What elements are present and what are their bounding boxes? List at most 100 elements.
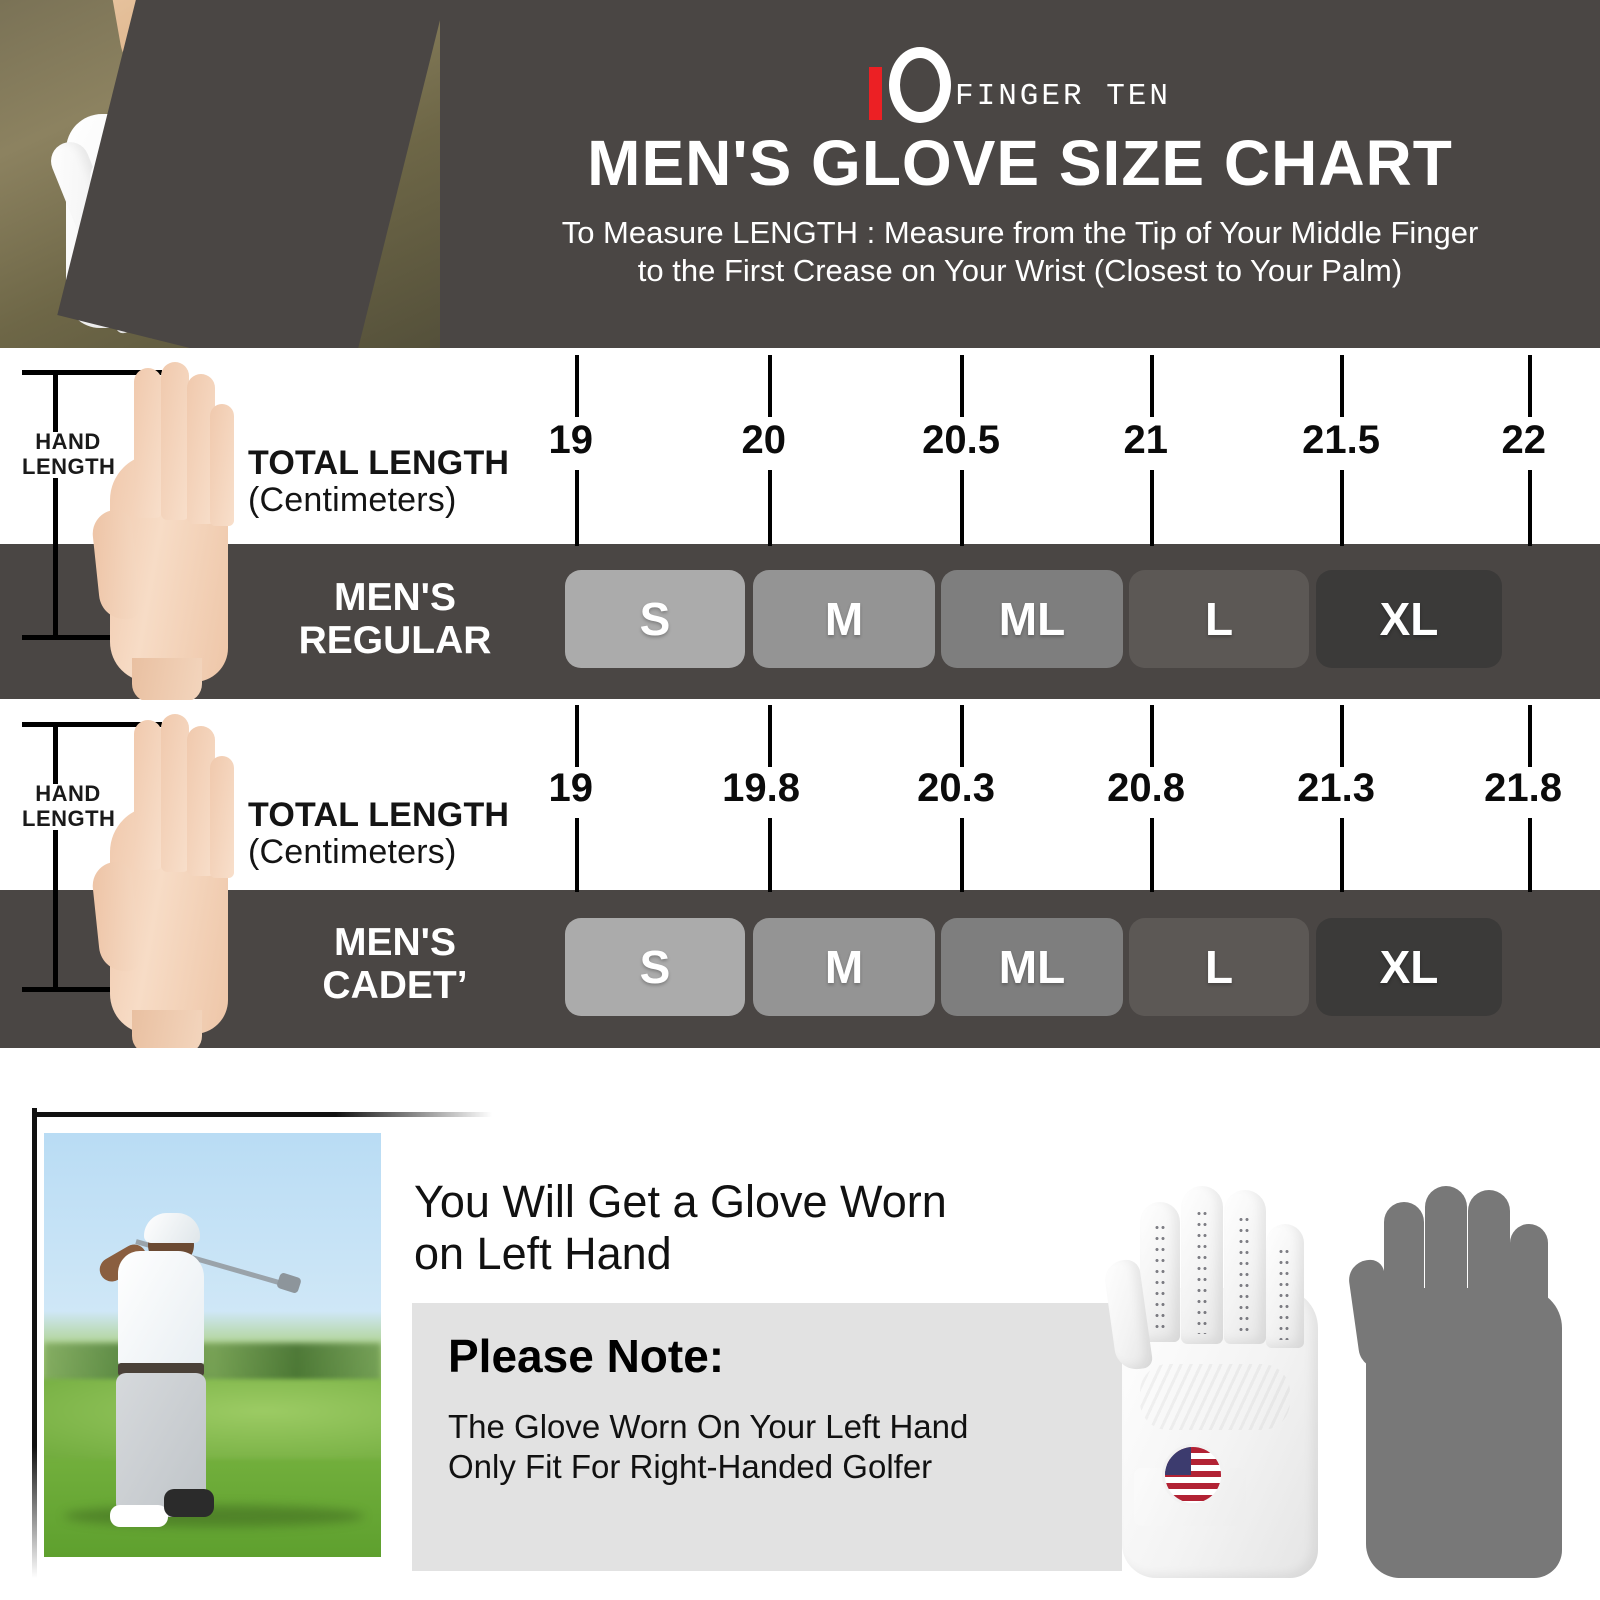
finger-middle: [161, 714, 189, 872]
golfer-shoe-right: [164, 1489, 214, 1517]
length-value: 19: [548, 418, 594, 462]
hand-length-arrow-upper: [53, 722, 58, 784]
glove-perforations: [1278, 1246, 1290, 1340]
golfer-belt: [118, 1363, 204, 1376]
size-chip-ml: ML: [941, 918, 1123, 1016]
footer-headline: You Will Get a Glove Worn on Left Hand: [414, 1176, 1114, 1280]
tick-mark: [1528, 818, 1532, 892]
length-value: 21.8: [1484, 766, 1562, 810]
hand-length-label-line-1: HAND: [35, 781, 101, 806]
size-chip-s: S: [565, 918, 745, 1016]
tick-mark: [1340, 705, 1344, 767]
finger-pinky: [210, 404, 234, 526]
length-value: 21.5: [1302, 418, 1380, 462]
finger-index: [134, 368, 162, 518]
wrist: [132, 1010, 202, 1054]
logo-circle-o-icon: [888, 47, 951, 123]
tick-mark: [1150, 470, 1154, 546]
total-length-label-cadet: TOTAL LENGTH (Centimeters): [248, 796, 509, 872]
hand-length-bottom-line: [22, 635, 180, 640]
tick-mark: [768, 818, 772, 892]
hand-length-top-line: [22, 722, 162, 727]
size-chip-l: L: [1129, 918, 1309, 1016]
note-body-line-1: The Glove Worn On Your Left Hand: [448, 1408, 969, 1445]
size-chip-xl: XL: [1316, 918, 1502, 1016]
hand-length-label: HAND LENGTH: [22, 781, 115, 831]
footer-headline-line-2: on Left Hand: [414, 1228, 672, 1280]
hand-length-arrow-lower: [53, 830, 58, 990]
golfer-shoe-left: [110, 1505, 168, 1527]
white-golf-glove-image: [1102, 1168, 1336, 1580]
note-body-line-2: Only Fit For Right-Handed Golfer: [448, 1447, 933, 1485]
tick-mark: [768, 705, 772, 767]
footer-headline-line-1: You Will Get a Glove Worn: [414, 1176, 947, 1227]
row-name-cadet: MEN'S CADET’: [240, 921, 550, 1008]
size-chip-l: L: [1129, 570, 1309, 668]
header-banner: FINGER TEN MEN'S GLOVE SIZE CHART To Mea…: [0, 0, 1600, 348]
tick-mark: [960, 355, 964, 417]
tick-mark: [1150, 818, 1154, 892]
tick-mark: [1150, 355, 1154, 417]
length-value: 19: [548, 766, 594, 810]
size-chip-ml: ML: [941, 570, 1123, 668]
tick-mark: [575, 470, 579, 546]
grey-glove-silhouette: [1346, 1168, 1580, 1580]
total-length-unit: (Centimeters): [248, 833, 457, 872]
finger-pinky: [210, 756, 234, 878]
total-length-title: TOTAL LENGTH: [248, 444, 510, 482]
size-chip-s: S: [565, 570, 745, 668]
tick-mark: [960, 705, 964, 767]
brand-logo: FINGER TEN: [440, 47, 1600, 123]
row-name-regular-line-1: MEN'S: [334, 576, 456, 619]
tick-mark: [768, 470, 772, 546]
hand-length-bottom-line: [22, 987, 180, 992]
background-fairway: [44, 1379, 381, 1459]
golf-club-head: [276, 1271, 302, 1295]
hand-length-label: HAND LENGTH: [22, 429, 116, 479]
glove-perforations: [1238, 1214, 1250, 1336]
total-length-label-regular: TOTAL LENGTH (Centimeters): [248, 444, 510, 520]
regular-measure-band: [0, 348, 1600, 544]
row-name-regular: MEN'S REGULAR: [240, 576, 550, 663]
flag-union: [1165, 1447, 1191, 1475]
tick-mark: [1528, 355, 1532, 417]
golfer-figure: [95, 1205, 302, 1535]
page-title: MEN'S GLOVE SIZE CHART: [587, 127, 1453, 199]
frame-vertical-line: [32, 1108, 37, 1578]
length-value: 21: [1123, 418, 1169, 462]
please-note-box: Please Note: The Glove Worn On Your Left…: [412, 1303, 1122, 1571]
finger-index: [134, 720, 162, 870]
glove-finger-pinky: [1510, 1224, 1548, 1348]
size-chip-xl: XL: [1316, 570, 1502, 668]
length-value: 20.5: [922, 418, 1000, 462]
note-title: Please Note:: [448, 1330, 725, 1382]
usa-flag-ball-marker-icon: [1162, 1444, 1224, 1506]
header-subtitle-line-2: to the First Crease on Your Wrist (Close…: [637, 252, 1403, 288]
header-subtitle: To Measure LENGTH : Measure from the Tip…: [440, 214, 1600, 290]
length-value: 20.3: [917, 766, 995, 810]
tick-mark: [768, 355, 772, 417]
total-length-unit: (Centimeters): [248, 481, 457, 520]
glove-knuckle-texture: [1140, 1364, 1290, 1430]
tick-mark: [1340, 355, 1344, 417]
open-palm-photo: [88, 362, 234, 702]
glove-finger-ring: [1468, 1190, 1510, 1344]
golfer-photo: [44, 1133, 381, 1557]
size-chip-m: M: [753, 918, 935, 1016]
brand-name: FINGER TEN: [954, 78, 1172, 114]
hero-glove-photo: [0, 0, 440, 348]
golfer-cap: [144, 1213, 200, 1243]
glove-perforations: [1154, 1222, 1166, 1332]
tick-mark: [960, 470, 964, 546]
tick-mark: [1528, 470, 1532, 546]
header-subtitle-line-1: To Measure LENGTH : Measure from the Tip…: [561, 215, 1479, 250]
hand-length-label-line-2: LENGTH: [22, 453, 116, 479]
length-value: 20.8: [1107, 766, 1185, 810]
hand-length-top-line: [22, 370, 162, 375]
row-name-regular-line-2: REGULAR: [298, 618, 492, 662]
tick-mark: [575, 355, 579, 417]
row-name-cadet-line-2: CADET’: [322, 963, 468, 1007]
hand-diagram-regular: HAND LENGTH: [0, 348, 250, 702]
row-name-cadet-line-1: MEN'S: [334, 921, 456, 964]
